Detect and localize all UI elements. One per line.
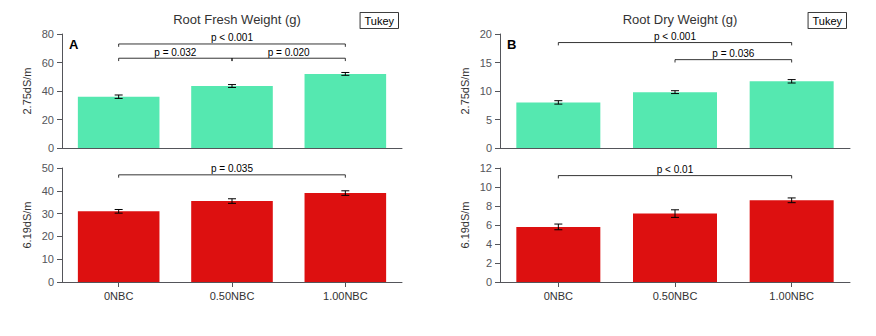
svg-text:6.19dS/m: 6.19dS/m [459, 201, 471, 248]
svg-text:0.50NBC: 0.50NBC [210, 290, 255, 302]
svg-text:8: 8 [486, 200, 492, 212]
svg-text:12: 12 [480, 162, 492, 174]
svg-text:10: 10 [480, 181, 492, 193]
svg-text:20: 20 [480, 28, 492, 40]
svg-text:2: 2 [486, 257, 492, 269]
svg-text:p < 0.01: p < 0.01 [657, 164, 694, 175]
svg-text:2.75dS/m: 2.75dS/m [21, 67, 33, 114]
svg-text:p < 0.001: p < 0.001 [654, 31, 696, 42]
svg-text:0NBC: 0NBC [104, 290, 133, 302]
svg-text:p < 0.001: p < 0.001 [211, 32, 253, 43]
svg-text:40: 40 [42, 185, 54, 197]
svg-text:60: 60 [42, 57, 54, 69]
svg-text:0: 0 [48, 276, 54, 288]
svg-text:p = 0.036: p = 0.036 [712, 48, 754, 59]
svg-text:30: 30 [42, 208, 54, 220]
svg-text:1.00NBC: 1.00NBC [323, 290, 368, 302]
svg-text:0NBC: 0NBC [544, 290, 573, 302]
svg-text:6.19dS/m: 6.19dS/m [21, 201, 33, 248]
svg-text:p = 0.035: p = 0.035 [211, 163, 253, 174]
svg-text:20: 20 [42, 114, 54, 126]
svg-text:2.75dS/m: 2.75dS/m [459, 67, 471, 114]
svg-text:0: 0 [48, 142, 54, 154]
svg-text:10: 10 [480, 85, 492, 97]
svg-text:Root Dry Weight (g): Root Dry Weight (g) [623, 12, 738, 27]
svg-text:20: 20 [42, 230, 54, 242]
svg-text:A: A [69, 37, 79, 52]
svg-text:Tukey: Tukey [364, 15, 394, 27]
svg-text:1.00NBC: 1.00NBC [769, 290, 814, 302]
svg-text:p = 0.020: p = 0.020 [268, 47, 310, 58]
svg-text:p = 0.032: p = 0.032 [154, 47, 196, 58]
svg-text:B: B [507, 37, 516, 52]
svg-text:6: 6 [486, 219, 492, 231]
svg-text:5: 5 [486, 114, 492, 126]
svg-text:4: 4 [486, 238, 492, 250]
svg-text:Tukey: Tukey [812, 15, 842, 27]
svg-text:Root Fresh Weight (g): Root Fresh Weight (g) [173, 12, 301, 27]
svg-text:10: 10 [42, 253, 54, 265]
svg-text:15: 15 [480, 57, 492, 69]
svg-text:0: 0 [486, 142, 492, 154]
svg-text:80: 80 [42, 28, 54, 40]
svg-text:0.50NBC: 0.50NBC [653, 290, 698, 302]
svg-text:50: 50 [42, 162, 54, 174]
svg-text:40: 40 [42, 85, 54, 97]
svg-text:0: 0 [486, 276, 492, 288]
